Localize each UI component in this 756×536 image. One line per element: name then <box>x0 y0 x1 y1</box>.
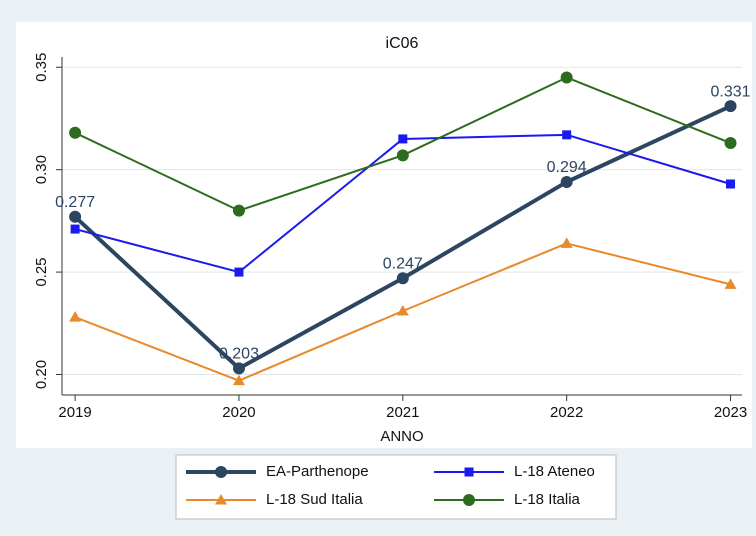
legend-label: L-18 Italia <box>514 491 581 508</box>
legend-box <box>175 454 617 520</box>
y-tick-label: 0.30 <box>33 155 50 184</box>
x-tick-label: 2020 <box>222 404 255 421</box>
data-point <box>396 272 409 285</box>
data-point <box>560 71 573 84</box>
legend-marker <box>215 494 227 505</box>
data-point <box>234 267 244 277</box>
data-point <box>562 130 572 140</box>
data-point <box>398 134 408 144</box>
legend-label: L-18 Sud Italia <box>266 491 363 508</box>
legend-label: L-18 Ateneo <box>514 463 595 480</box>
data-point <box>232 362 245 375</box>
data-label: 0.203 <box>219 346 259 363</box>
y-tick-label: 0.20 <box>33 360 50 389</box>
data-label: 0.331 <box>711 83 751 100</box>
x-tick-label: 2021 <box>386 404 419 421</box>
data-point <box>724 137 737 150</box>
data-point <box>724 278 737 289</box>
data-point <box>70 224 80 234</box>
legend-marker <box>464 467 474 477</box>
data-label: 0.247 <box>383 255 423 272</box>
data-point <box>560 237 573 248</box>
data-point <box>396 305 409 316</box>
x-tick-label: 2022 <box>550 404 583 421</box>
legend-marker <box>463 494 475 506</box>
graph-region <box>16 22 752 448</box>
y-tick-label: 0.25 <box>33 257 50 286</box>
data-point <box>396 149 409 162</box>
legend-label: EA-Parthenope <box>266 463 369 480</box>
data-point <box>69 311 82 322</box>
data-point <box>232 204 245 217</box>
data-point <box>560 175 573 188</box>
legend-marker <box>215 466 227 478</box>
data-point <box>726 179 736 189</box>
data-label: 0.294 <box>547 159 587 176</box>
x-axis-label: ANNO <box>380 428 423 445</box>
x-tick-label: 2019 <box>58 404 91 421</box>
y-tick-label: 0.35 <box>33 53 50 82</box>
data-point <box>232 374 245 386</box>
data-point <box>69 126 82 139</box>
x-tick-label: 2023 <box>714 404 747 421</box>
data-label: 0.277 <box>55 194 95 211</box>
data-point <box>724 100 737 113</box>
data-point <box>69 210 82 223</box>
chart-title: iC06 <box>386 35 419 52</box>
